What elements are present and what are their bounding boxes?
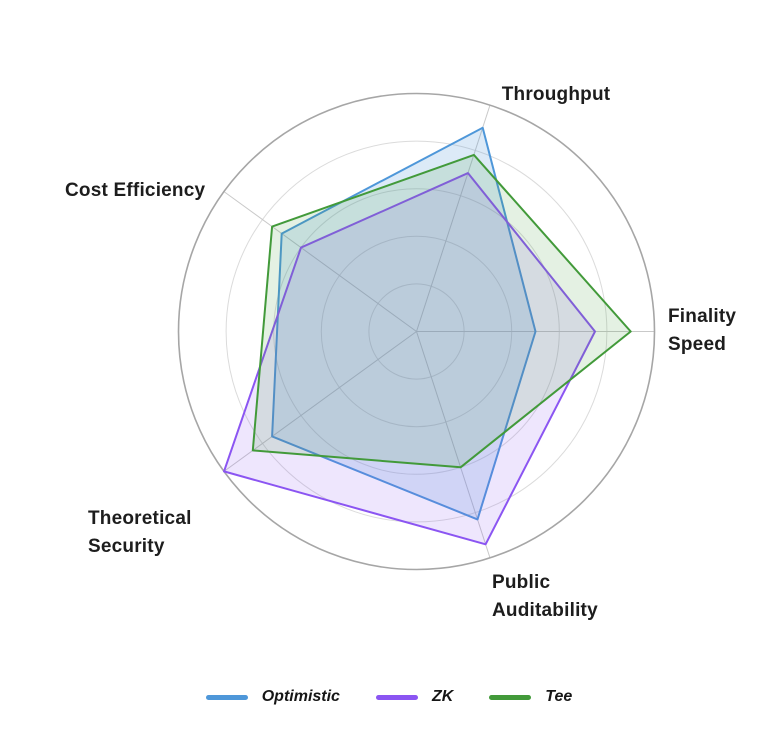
axis-label-text: Speed (668, 334, 727, 355)
axis-label-text: Efficiency (113, 180, 206, 201)
axis-label-throughput: Throughput (502, 81, 611, 109)
legend: Optimistic ZK Tee (0, 688, 778, 706)
axis-label-theoretical-security: Theoretical Security (88, 505, 192, 561)
grid-spoke (416, 104, 491, 332)
grid-spoke (223, 331, 417, 472)
axis-label-text: Finality (668, 306, 737, 327)
axis-label-text: Cost (65, 180, 109, 201)
series-polygon-tee (251, 153, 632, 469)
axis-label-text: Auditability (492, 600, 598, 621)
legend-label-optimistic: Optimistic (261, 688, 340, 705)
axis-label-public-auditability: Public Auditability (492, 569, 598, 625)
axis-label-cost-efficiency: Cost Efficiency (65, 177, 205, 205)
axis-label-finality-speed: Finality Speed (668, 303, 736, 359)
legend-label-zk: ZK (431, 688, 454, 705)
legend-swatch-optimistic (205, 694, 248, 700)
legend-item-optimistic[interactable]: Optimistic (205, 688, 340, 706)
legend-swatch-tee (489, 694, 532, 700)
legend-swatch-zk (375, 694, 418, 700)
series-polygon-zk (223, 172, 596, 546)
axis-label-text: Throughput (501, 84, 611, 105)
grid-spoke (223, 191, 417, 332)
axis-label-text: Security (88, 536, 165, 557)
axis-label-text: Public (492, 572, 551, 593)
grid-outer-circle (177, 92, 656, 571)
legend-label-tee: Tee (545, 688, 573, 705)
legend-item-zk[interactable]: ZK (375, 688, 454, 706)
series-polygon-optimistic (271, 126, 537, 521)
legend-item-tee[interactable]: Tee (489, 688, 572, 706)
axis-label-text: Theoretical (88, 508, 192, 529)
